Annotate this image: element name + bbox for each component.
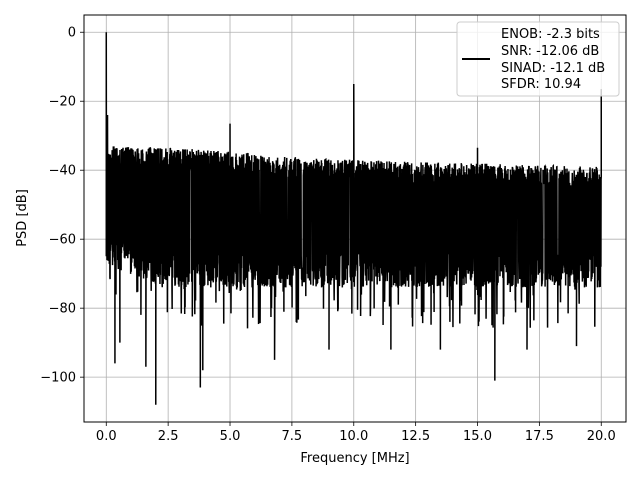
- x-tick-label: 12.5: [401, 429, 430, 444]
- legend-entry-enob: ENOB: -2.3 bits: [501, 27, 600, 42]
- y-axis-label: PSD [dB]: [15, 189, 30, 247]
- legend: ENOB: -2.3 bits SNR: -12.06 dB SINAD: -1…: [456, 21, 620, 97]
- x-tick-label: 2.5: [158, 429, 179, 444]
- y-tick-label: −60: [49, 233, 76, 248]
- x-axis-label: Frequency [MHz]: [300, 451, 409, 466]
- legend-entry-sfdr: SFDR: 10.94: [501, 77, 581, 92]
- y-axis-ticks: 0 −20 −40 −60 −80 −100: [40, 26, 84, 386]
- y-tick-label: −80: [49, 302, 76, 317]
- x-tick-label: 7.5: [282, 429, 303, 444]
- x-tick-label: 17.5: [525, 429, 554, 444]
- x-tick-label: 10.0: [339, 429, 368, 444]
- x-tick-label: 5.0: [220, 429, 241, 444]
- plot-area: [105, 32, 602, 405]
- series-psd: [105, 32, 602, 405]
- legend-entry-snr: SNR: -12.06 dB: [501, 44, 599, 59]
- legend-box: [456, 21, 620, 97]
- x-tick-label: 15.0: [463, 429, 492, 444]
- legend-entry-sinad: SINAD: -12.1 dB: [501, 61, 605, 76]
- x-tick-label: 0.0: [96, 429, 117, 444]
- y-tick-label: −20: [49, 95, 76, 110]
- x-axis-ticks: 0.0 2.5 5.0 7.5 10.0 12.5 15.0 17.5 20.0: [96, 422, 616, 444]
- psd-trace: [105, 32, 602, 405]
- axes-frame: [83, 14, 627, 423]
- y-tick-label: −100: [40, 371, 76, 386]
- x-tick-label: 20.0: [587, 429, 616, 444]
- y-tick-label: −40: [49, 164, 76, 179]
- y-tick-label: 0: [68, 26, 76, 41]
